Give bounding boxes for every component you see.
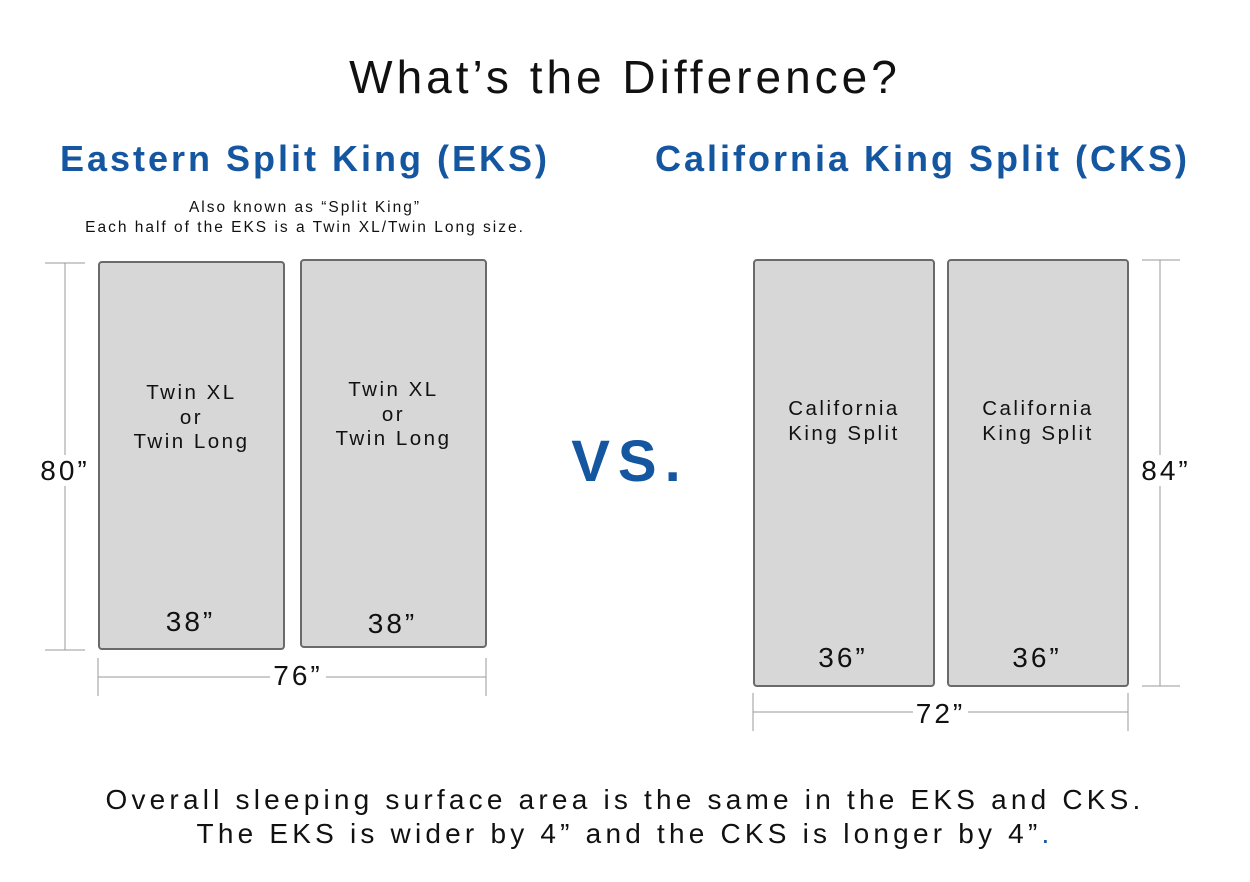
eks-mattress-right: Twin XL or Twin Long bbox=[300, 259, 487, 648]
cks-length-wrap: 84” bbox=[1126, 455, 1206, 487]
eks-total-width: 76” bbox=[270, 660, 326, 691]
eks-mattress-left-label: Twin XL or Twin Long bbox=[133, 381, 250, 453]
cks-mattress-left: California King Split bbox=[753, 259, 935, 687]
cks-half-width-right-wrap: 36” bbox=[949, 642, 1125, 674]
eks-half-width-left-wrap: 38” bbox=[98, 606, 283, 638]
cks-half-width-right: 36” bbox=[1009, 642, 1065, 673]
eks-total-width-wrap: 76” bbox=[98, 660, 498, 692]
eks-length: 80” bbox=[37, 455, 93, 486]
eks-half-width-right: 38” bbox=[364, 608, 421, 639]
footer-line-1: Overall sleeping surface area is the sam… bbox=[105, 784, 1145, 815]
cks-length: 84” bbox=[1138, 455, 1194, 486]
cks-heading: California King Split (CKS) bbox=[655, 138, 1190, 179]
eks-heading: Eastern Split King (EKS) bbox=[59, 138, 551, 179]
footer-line-2: The EKS is wider by 4” and the CKS is lo… bbox=[196, 818, 1054, 849]
cks-half-width-left-wrap: 36” bbox=[755, 642, 931, 674]
eks-mattress-left: Twin XL or Twin Long bbox=[98, 261, 285, 650]
cks-mattress-right: California King Split bbox=[947, 259, 1129, 687]
eks-length-wrap: 80” bbox=[25, 455, 105, 487]
footer-summary: Overall sleeping surface area is the sam… bbox=[0, 783, 1250, 851]
cks-mattress-right-label: California King Split bbox=[982, 397, 1094, 445]
eks-note-aka: Also known as “Split King” bbox=[188, 199, 422, 216]
eks-half-width-left: 38” bbox=[162, 606, 219, 637]
cks-mattress-left-label: California King Split bbox=[788, 397, 900, 445]
vs-label: VS. bbox=[571, 429, 689, 494]
cks-total-width: 72” bbox=[912, 698, 969, 729]
cks-half-width-left: 36” bbox=[815, 642, 871, 673]
page-title: What’s the Difference? bbox=[349, 51, 901, 103]
cks-total-width-wrap: 72” bbox=[753, 698, 1128, 730]
eks-half-width-right-wrap: 38” bbox=[300, 608, 485, 640]
eks-mattress-right-label: Twin XL or Twin Long bbox=[335, 378, 452, 450]
eks-note-size: Each half of the EKS is a Twin XL/Twin L… bbox=[85, 219, 525, 236]
